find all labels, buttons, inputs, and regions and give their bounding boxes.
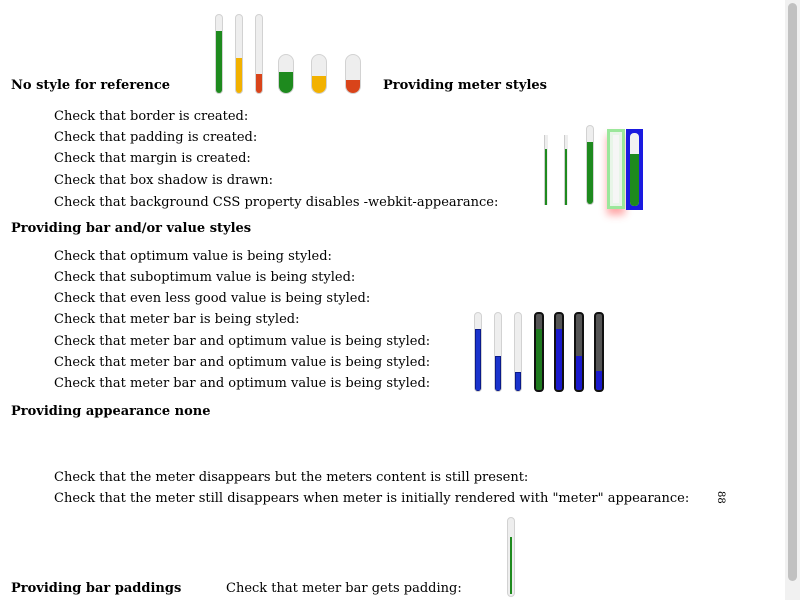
reference-meter-optimum <box>215 14 223 94</box>
meter-value-fill <box>545 149 547 205</box>
meter-content-glyph: 88 <box>715 491 726 504</box>
check-meter-still-disappears-text: Check that the meter still disappears wh… <box>54 491 690 506</box>
meter-value-fill <box>587 141 593 204</box>
heading-meter-styles: Providing meter styles <box>383 78 547 93</box>
check-even-less-good-text: Check that even less good value is being… <box>54 291 371 306</box>
meter-even-less-good-styled <box>514 312 522 392</box>
check-bar-optimum-text: Check that meter bar and optimum value i… <box>54 334 431 349</box>
heading-bar-value-styles: Providing bar and/or value styles <box>11 221 252 236</box>
check-border-text: Check that border is created: <box>54 109 249 124</box>
reference-meter-pill-suboptimum <box>311 54 327 94</box>
check-bar-padding-text: Check that meter bar gets padding: <box>226 581 462 596</box>
meter-track <box>613 135 619 203</box>
meter-value-fill <box>556 329 562 390</box>
meter-background-style <box>626 129 643 210</box>
meter-value-fill <box>216 30 222 93</box>
meter-value-fill <box>565 149 567 205</box>
reference-meter-pill-optimum <box>278 54 294 94</box>
check-meter-bar-text: Check that meter bar is being styled: <box>54 312 300 327</box>
meter-bar-padding <box>507 517 515 597</box>
check-box-shadow-text: Check that box shadow is drawn: <box>54 173 273 188</box>
check-background-text: Check that background CSS property disab… <box>54 195 499 210</box>
meter-padding-style <box>564 135 568 205</box>
check-optimum-text: Check that optimum value is being styled… <box>54 249 332 264</box>
scrollbar-thumb[interactable] <box>788 3 797 581</box>
reference-meter-even-less-good <box>255 14 263 94</box>
meter-bar-styled <box>534 312 544 392</box>
meter-value-fill <box>256 73 262 93</box>
meter-margin-style <box>586 125 594 205</box>
check-margin-text: Check that margin is created: <box>54 151 251 166</box>
meter-value-fill <box>536 329 542 390</box>
meter-optimum-styled <box>474 312 482 392</box>
vertical-scrollbar[interactable] <box>785 0 800 600</box>
meter-value-fill <box>515 371 521 391</box>
meter-value-fill <box>510 537 512 594</box>
meter-track <box>630 133 639 206</box>
meter-suboptimum-styled <box>494 312 502 392</box>
check-bar-optimum-text: Check that meter bar and optimum value i… <box>54 355 431 370</box>
meter-value-fill <box>576 355 582 390</box>
meter-value-fill <box>596 371 602 390</box>
meter-value-fill <box>312 75 326 93</box>
check-padding-text: Check that padding is created: <box>54 130 258 145</box>
heading-appearance-none: Providing appearance none <box>11 404 211 419</box>
heading-no-style: No style for reference <box>11 78 171 93</box>
check-suboptimum-text: Check that suboptimum value is being sty… <box>54 270 356 285</box>
meter-value-fill <box>630 154 639 206</box>
meter-value-fill <box>475 328 481 391</box>
meter-bar-optimum-styled <box>574 312 584 392</box>
meter-bar-optimum-styled <box>554 312 564 392</box>
meter-box-shadow-style <box>607 129 625 209</box>
meter-value-fill <box>279 72 293 93</box>
reference-meter-suboptimum <box>235 14 243 94</box>
reference-meter-pill-even-less-good <box>345 54 361 94</box>
meter-value-fill <box>346 79 360 93</box>
meter-value-fill <box>495 355 501 391</box>
heading-bar-paddings: Providing bar paddings <box>11 581 182 596</box>
meter-value-fill <box>236 57 242 93</box>
check-meter-disappears-text: Check that the meter disappears but the … <box>54 470 529 485</box>
meter-bar-optimum-styled <box>594 312 604 392</box>
meter-border-style <box>544 135 548 205</box>
check-bar-optimum-text: Check that meter bar and optimum value i… <box>54 376 431 391</box>
